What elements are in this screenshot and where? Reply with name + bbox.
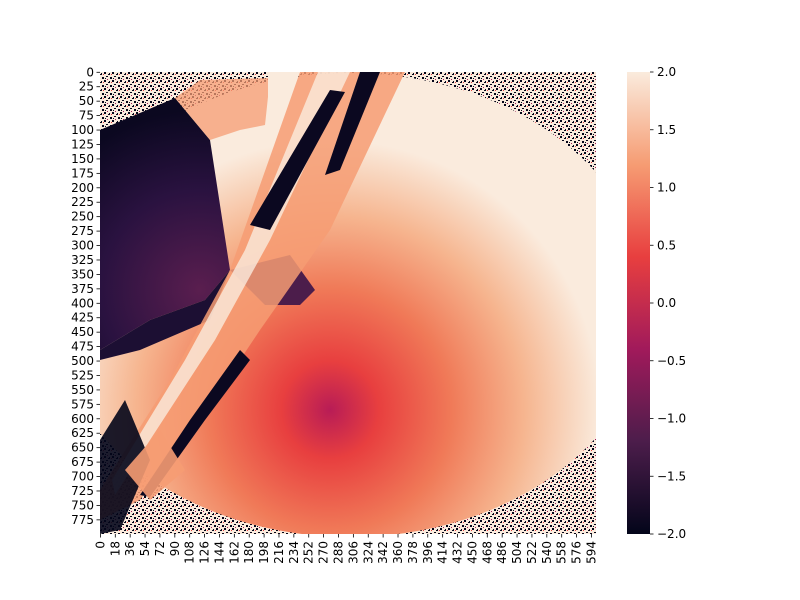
y-tick-label: 25 (79, 80, 94, 94)
y-tick-label: 325 (71, 253, 94, 267)
colorbar-tick-label: 0.5 (657, 238, 676, 252)
x-tick-label: 126 (198, 541, 212, 564)
fractal-band-dark3 (325, 72, 380, 175)
x-tick-label: 486 (495, 541, 509, 564)
x-tick-label: 144 (212, 541, 226, 564)
smooth-region (100, 73, 596, 534)
fractal-bottom (100, 400, 150, 534)
x-tick-label: 0 (93, 541, 107, 549)
colorbar-tick-label: 0.0 (657, 296, 676, 310)
y-tick-label: 0 (86, 65, 94, 79)
fractal-top (175, 78, 270, 140)
x-tick-label: 54 (138, 541, 152, 556)
x-tick-label: 594 (584, 541, 598, 564)
x-tick-label: 252 (302, 541, 316, 564)
x-tick-label: 342 (376, 541, 390, 564)
y-tick-label: 250 (71, 210, 94, 224)
y-tick-label: 675 (71, 455, 94, 469)
x-tick-label: 576 (570, 541, 584, 564)
x-tick-label: 216 (272, 541, 286, 564)
x-tick-label: 288 (331, 541, 345, 564)
y-axis: 0255075100125150175200225250275300325350… (71, 65, 100, 527)
x-tick-label: 468 (480, 541, 494, 564)
y-tick-label: 550 (71, 383, 94, 397)
fractal-bottom-light (125, 430, 185, 500)
y-tick-label: 150 (71, 152, 94, 166)
x-tick-label: 414 (436, 541, 450, 564)
x-tick-label: 108 (183, 541, 197, 564)
colorbar-gradient (627, 72, 650, 534)
y-tick-label: 750 (71, 498, 94, 512)
y-tick-label: 400 (71, 296, 94, 310)
y-tick-label: 525 (71, 368, 94, 382)
x-tick-label: 360 (391, 541, 405, 564)
x-tick-label: 378 (406, 541, 420, 564)
y-tick-label: 50 (79, 94, 94, 108)
x-tick-label: 162 (227, 541, 241, 564)
colorbar-ticks: 2.0 1.5 1.0 0.5 0.0 −0.5 −1.0 −1.5 −2.0 (650, 65, 686, 541)
y-tick-label: 575 (71, 397, 94, 411)
y-tick-label: 75 (79, 109, 94, 123)
y-tick-label: 100 (71, 123, 94, 137)
colorbar-tick-label: −0.5 (657, 354, 686, 368)
y-tick-label: 725 (71, 484, 94, 498)
x-tick-label: 234 (287, 541, 301, 564)
y-tick-label: 125 (71, 137, 94, 151)
y-tick-label: 625 (71, 426, 94, 440)
y-tick-label: 275 (71, 224, 94, 238)
x-tick-label: 180 (242, 541, 256, 564)
fractal-band-dark2 (250, 90, 345, 230)
y-tick-label: 700 (71, 470, 94, 484)
dark-lobe (100, 98, 230, 350)
dark-lobe-lower (100, 270, 230, 360)
x-tick-label: 324 (361, 541, 375, 564)
y-tick-label: 450 (71, 325, 94, 339)
x-tick-label: 450 (465, 541, 479, 564)
x-tick-label: 198 (257, 541, 271, 564)
x-axis: 0 18 36 54 72 90 108 126 144 162 180 198 216 234 252 27… (93, 534, 598, 564)
y-tick-label: 300 (71, 239, 94, 253)
heatmap-area (100, 72, 596, 534)
colorbar: 2.0 1.5 1.0 0.5 0.0 −0.5 −1.0 −1.5 −2.0 (627, 65, 686, 541)
y-tick-label: 425 (71, 311, 94, 325)
x-tick-label: 558 (555, 541, 569, 564)
y-tick-label: 225 (71, 195, 94, 209)
colorbar-tick-label: 2.0 (657, 65, 676, 79)
colorbar-tick-label: −1.5 (657, 469, 686, 483)
x-tick-label: 522 (525, 541, 539, 564)
x-tick-label: 36 (123, 541, 137, 556)
colorbar-tick-label: 1.0 (657, 181, 676, 195)
y-tick-label: 200 (71, 181, 94, 195)
y-tick-label: 475 (71, 340, 94, 354)
colorbar-tick-label: −1.0 (657, 412, 686, 426)
y-tick-label: 175 (71, 166, 94, 180)
x-tick-label: 72 (153, 541, 167, 556)
y-tick-label: 650 (71, 441, 94, 455)
x-tick-label: 396 (421, 541, 435, 564)
y-tick-label: 500 (71, 354, 94, 368)
x-tick-label: 306 (346, 541, 360, 564)
x-tick-label: 90 (168, 541, 182, 556)
y-tick-label: 375 (71, 282, 94, 296)
colorbar-tick-label: 1.5 (657, 123, 676, 137)
fractal-band (100, 72, 405, 520)
colorbar-tick-label: −2.0 (657, 527, 686, 541)
x-tick-label: 432 (451, 541, 465, 564)
y-tick-label: 600 (71, 412, 94, 426)
x-tick-label: 504 (510, 541, 524, 564)
y-tick-label: 775 (71, 513, 94, 527)
x-tick-label: 540 (540, 541, 554, 564)
x-tick-label: 18 (108, 541, 122, 556)
y-tick-label: 350 (71, 267, 94, 281)
fractal-top-light (268, 72, 300, 110)
x-tick-label: 270 (317, 541, 331, 564)
